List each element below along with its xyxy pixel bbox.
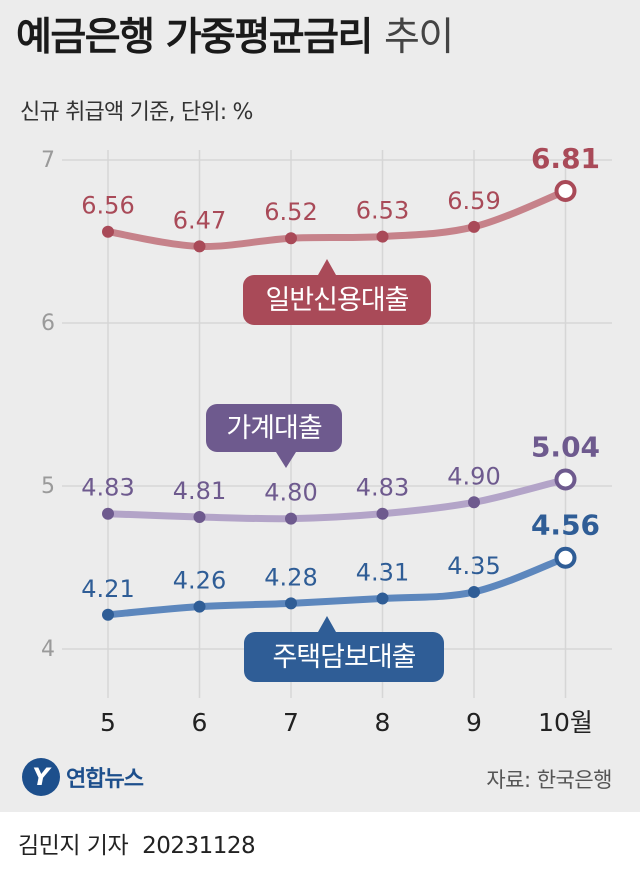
y-tick-label: 4 <box>41 637 55 662</box>
series-tag-pointer <box>318 259 336 275</box>
byline: 김민지 기자 20231128 <box>18 826 256 860</box>
data-point <box>102 225 114 238</box>
x-tick-label: 9 <box>466 708 482 737</box>
y-tick-label: 5 <box>41 474 55 499</box>
series-name-label: 일반신용대출 <box>265 285 408 316</box>
data-point <box>193 240 206 253</box>
series-tag-3: 주택담보대출 <box>244 616 444 682</box>
series-tag-pointer <box>318 616 336 632</box>
data-point <box>285 232 297 245</box>
data-label: 4.81 <box>173 477 226 505</box>
data-label: 6.52 <box>264 198 317 226</box>
data-point-highlight <box>554 468 577 491</box>
series-line-2 <box>104 475 569 523</box>
data-label: 4.80 <box>264 479 317 507</box>
publish-date: 20231128 <box>142 833 256 859</box>
logo-text: 연합뉴스 <box>66 767 144 792</box>
series-name-label: 가계대출 <box>226 413 322 444</box>
data-point <box>468 220 480 233</box>
series-tag-box <box>206 404 342 452</box>
data-point <box>193 600 206 613</box>
data-point <box>193 510 206 523</box>
yonhap-logo-icon: Y <box>22 758 60 796</box>
data-label: 4.83 <box>81 474 134 502</box>
data-label: 4.31 <box>356 558 409 586</box>
data-label: 5.04 <box>531 430 600 463</box>
x-tick-label: 6 <box>192 708 208 737</box>
series-tag-pointer <box>276 452 296 468</box>
data-label: 4.83 <box>356 474 409 502</box>
data-point <box>285 512 297 525</box>
data-label: 4.21 <box>81 575 134 603</box>
series-tag-box <box>243 275 431 325</box>
data-point <box>468 585 480 598</box>
chart-subtitle: 신규 취급액 기준, 단위: % <box>20 100 253 125</box>
data-label: 6.56 <box>81 192 134 220</box>
data-point-highlight <box>554 546 577 569</box>
title-suffix: 추이 <box>383 15 454 60</box>
line-chart: 4 5 6 7 5 6 7 8 9 10월 6.56 6.47 6.52 6.53 6.59 6.81 4.83… <box>41 142 612 737</box>
data-label: 4.35 <box>447 552 500 580</box>
data-point-highlight <box>554 179 577 202</box>
data-label: 6.59 <box>447 187 500 215</box>
x-tick-label: 7 <box>283 708 299 737</box>
chart-title: 예금은행 가중평균금리 추이 <box>16 15 454 60</box>
data-label: 6.47 <box>173 206 226 234</box>
series-line-1 <box>104 187 569 250</box>
series-tag-1: 일반신용대출 <box>243 259 431 325</box>
data-point <box>102 608 114 621</box>
data-label: 4.26 <box>173 567 226 595</box>
infographic-card: 예금은행 가중평균금리 추이 신규 취급액 기준, 단위: % 4 5 6 7 5 6 7 8… <box>0 0 640 812</box>
source-note: 자료: 한국은행 <box>486 768 612 792</box>
data-label: 6.81 <box>531 142 600 175</box>
x-tick-label: 10월 <box>538 708 593 737</box>
x-tick-label: 8 <box>375 708 391 737</box>
series-tag-box <box>244 632 444 682</box>
title-main: 예금은행 가중평균금리 <box>16 15 373 60</box>
series-name-label: 주택담보대출 <box>272 642 415 673</box>
data-point <box>376 230 389 243</box>
data-point <box>376 592 389 605</box>
y-tick-label: 6 <box>41 311 55 336</box>
y-tick-label: 7 <box>41 148 55 173</box>
data-point <box>102 507 114 520</box>
data-label: 4.28 <box>264 563 317 591</box>
series-line-3 <box>104 554 569 619</box>
data-label: 4.90 <box>447 462 500 490</box>
yonhap-logo: Y 연합뉴스 <box>22 758 144 796</box>
data-point <box>376 507 389 520</box>
data-label: 4.56 <box>531 509 600 542</box>
x-tick-label: 5 <box>100 708 116 737</box>
reporter-name: 김민지 기자 <box>18 833 129 859</box>
data-point <box>468 496 480 509</box>
data-label: 6.53 <box>356 197 409 225</box>
data-point <box>285 597 297 610</box>
series-tag-2: 가계대출 <box>206 404 342 468</box>
